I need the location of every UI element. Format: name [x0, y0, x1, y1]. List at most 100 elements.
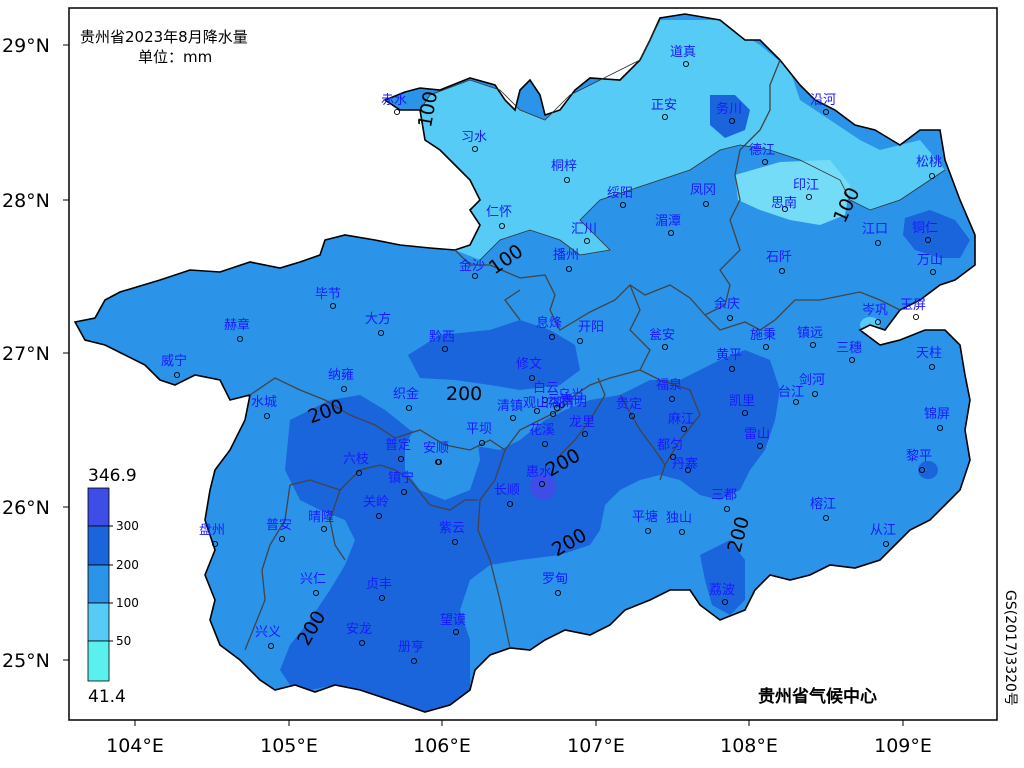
legend-swatch	[87, 602, 110, 642]
station: 云岩	[547, 393, 573, 418]
organization-name: 贵州省气候中心	[758, 686, 877, 707]
station-name: 荔波	[709, 583, 735, 598]
lon-label: 105°E	[260, 735, 318, 757]
station-name: 花溪	[529, 422, 555, 438]
station-marker	[619, 201, 627, 209]
station-name: 兴义	[255, 625, 281, 640]
station-name: 普安	[266, 518, 292, 533]
station-name: 沿河	[810, 93, 836, 108]
station-name: 龙里	[569, 415, 595, 430]
station-name: 铜仁	[912, 221, 938, 236]
station-marker	[471, 272, 479, 280]
station: 金沙	[459, 258, 485, 280]
station-marker	[541, 440, 549, 448]
station-name: 紫云	[439, 521, 465, 536]
station: 瓮安	[649, 328, 675, 351]
station-marker	[728, 365, 736, 373]
station-marker	[278, 535, 286, 543]
station: 普定	[385, 438, 411, 463]
station: 六枝	[343, 452, 369, 477]
station-marker	[668, 395, 676, 403]
station-name: 习水	[461, 130, 487, 145]
station-name: 三都	[711, 488, 737, 503]
lat-label: 27°N	[2, 343, 50, 365]
station-marker	[912, 313, 920, 321]
station-marker	[533, 407, 541, 415]
station-name: 江口	[862, 222, 888, 237]
station-name: 黔西	[429, 330, 455, 345]
station-marker	[340, 385, 348, 393]
station-marker	[882, 540, 890, 548]
station-name: 晴隆	[308, 510, 334, 525]
station: 清镇	[497, 399, 523, 422]
station-marker	[822, 514, 830, 522]
station-name: 黎平	[906, 449, 932, 464]
station-name: 绥阳	[607, 186, 633, 201]
station-marker	[320, 525, 328, 533]
station-name: 福泉	[656, 377, 682, 393]
station	[434, 458, 442, 466]
station-name: 都匀	[657, 438, 683, 453]
station-marker	[451, 538, 459, 546]
station-name: 兴仁	[300, 572, 326, 587]
station-name: 桐梓	[551, 159, 577, 174]
station: 修文	[516, 357, 542, 382]
station-name: 南明	[561, 394, 587, 410]
lat-label: 25°N	[2, 650, 50, 672]
station-marker	[741, 409, 749, 417]
station-name: 道真	[670, 45, 696, 60]
station-marker	[678, 528, 686, 536]
station: 惠水	[526, 465, 552, 488]
station-name: 汇川	[571, 222, 597, 237]
station: 福泉	[656, 377, 682, 403]
station-marker	[377, 329, 385, 337]
station: 锦屏	[924, 407, 950, 432]
station: 三穗	[836, 341, 862, 364]
station-marker	[263, 412, 271, 420]
station: 桐梓	[551, 159, 577, 184]
station-name: 湄潭	[655, 214, 681, 229]
station: 都匀	[657, 438, 683, 461]
station-name: 关岭	[363, 495, 389, 510]
station: 紫云	[439, 521, 465, 546]
station-marker	[452, 628, 460, 636]
station: 黎平	[906, 449, 932, 474]
station-name: 务川	[716, 101, 742, 117]
station-name: 赫章	[224, 317, 250, 333]
band-200-300-c	[700, 540, 745, 615]
lat-label: 28°N	[2, 190, 50, 212]
station-marker	[441, 345, 449, 353]
map-approval-code: GS(2017)3320号	[1002, 590, 1018, 706]
station-marker	[358, 639, 366, 647]
station-marker	[549, 410, 557, 418]
station: 德江	[749, 143, 775, 166]
station-name: 石阡	[766, 250, 792, 265]
station-marker	[805, 193, 813, 201]
station: 兴义	[255, 625, 281, 650]
station-marker	[393, 108, 401, 116]
station-name: 施秉	[750, 327, 776, 343]
station-name: 播州	[553, 248, 579, 263]
station-name: 仁怀	[486, 205, 512, 220]
station: 平塘	[632, 509, 658, 535]
station-marker	[397, 455, 405, 463]
station: 册亨	[398, 639, 424, 665]
station-name: 毕节	[315, 287, 341, 302]
contour-lines	[419, 19, 946, 261]
station: 丹寨	[672, 456, 698, 474]
map-unit: 单位：mm	[138, 48, 212, 66]
station-marker	[581, 430, 589, 438]
station-marker	[405, 404, 413, 412]
station: 沿河	[810, 93, 836, 116]
station: 余庆	[714, 296, 740, 322]
station-name: 平塘	[632, 509, 658, 525]
station-marker	[576, 337, 584, 345]
station-name: 雷山	[744, 427, 770, 442]
station-marker	[702, 200, 710, 208]
station-marker	[726, 314, 734, 322]
station-marker	[928, 363, 936, 371]
station: 罗甸	[542, 572, 568, 597]
station-name: 瓮安	[649, 328, 675, 343]
station-marker	[682, 60, 690, 68]
station-marker	[583, 237, 591, 245]
